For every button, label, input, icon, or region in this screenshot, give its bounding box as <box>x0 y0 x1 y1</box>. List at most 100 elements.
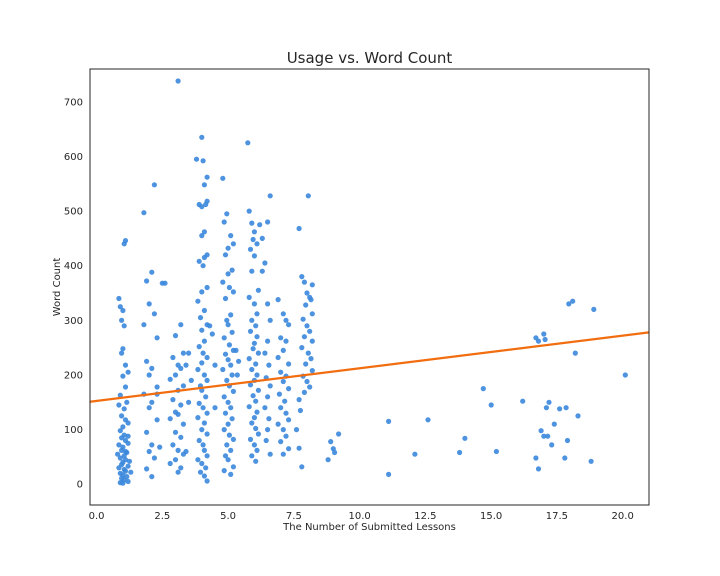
data-point <box>265 301 271 307</box>
data-point <box>286 386 292 392</box>
data-point <box>230 388 236 394</box>
data-point <box>200 350 206 356</box>
data-point <box>146 405 152 411</box>
data-point <box>267 317 273 323</box>
data-point <box>299 464 305 470</box>
data-point <box>259 268 265 274</box>
data-point <box>575 413 581 419</box>
data-point <box>199 134 205 140</box>
data-point <box>125 369 131 375</box>
data-point <box>207 323 213 329</box>
data-point <box>488 402 494 408</box>
data-point <box>309 282 315 288</box>
data-point <box>203 465 209 471</box>
data-point <box>247 246 254 252</box>
plot-frame <box>89 68 650 506</box>
data-point <box>543 405 550 411</box>
data-point <box>309 368 315 374</box>
data-point <box>250 393 256 399</box>
data-point <box>265 338 271 344</box>
data-point <box>262 350 268 356</box>
data-point <box>117 304 123 310</box>
data-point <box>266 362 272 368</box>
data-point <box>230 464 236 470</box>
data-point <box>221 219 227 225</box>
y-axis: 0 100 200 300 400 500 600 700 <box>64 97 83 490</box>
data-point <box>564 437 571 444</box>
data-point <box>116 295 122 302</box>
data-point <box>303 302 309 308</box>
data-point <box>221 394 227 400</box>
data-point <box>304 378 310 385</box>
data-point <box>570 298 576 304</box>
data-point <box>386 418 392 424</box>
data-point <box>278 405 284 411</box>
data-point <box>247 436 254 442</box>
data-point <box>119 447 125 453</box>
data-point <box>201 372 207 378</box>
data-point <box>254 334 260 340</box>
y-tick-label: 500 <box>64 207 83 218</box>
data-point <box>307 328 313 334</box>
data-point <box>204 453 210 459</box>
data-point <box>149 269 155 275</box>
data-point <box>265 219 271 225</box>
data-point <box>255 287 261 293</box>
data-point <box>301 334 307 340</box>
y-tick-label: 200 <box>64 370 83 381</box>
data-point <box>255 387 261 393</box>
data-point <box>119 317 125 323</box>
data-point <box>146 372 152 378</box>
data-point <box>209 331 215 337</box>
data-point <box>154 335 160 341</box>
data-point <box>247 382 254 388</box>
data-point <box>280 427 286 433</box>
data-point <box>307 384 313 390</box>
data-point <box>149 474 155 480</box>
data-point <box>234 372 240 378</box>
data-point <box>122 468 129 474</box>
data-point <box>246 208 252 214</box>
data-point <box>121 323 127 329</box>
data-point <box>309 311 315 317</box>
data-point <box>563 405 569 411</box>
data-point <box>125 420 131 426</box>
data-point <box>141 210 147 216</box>
data-point <box>117 455 123 461</box>
y-tick-label: 600 <box>64 152 83 163</box>
data-point <box>520 398 526 404</box>
data-point <box>300 316 306 322</box>
x-axis: 0.0 2.5 5.0 7.5 10.0 12.5 15.0 17.5 20.0 <box>89 511 634 522</box>
data-point <box>144 429 150 435</box>
data-point <box>462 435 468 441</box>
data-point <box>204 410 210 416</box>
data-point <box>175 78 181 84</box>
data-point <box>172 333 179 339</box>
x-tick-label: 12.5 <box>414 511 436 522</box>
data-point <box>167 460 173 467</box>
data-point <box>325 457 331 463</box>
data-point <box>541 331 547 337</box>
data-point <box>283 433 289 439</box>
data-point <box>204 431 210 437</box>
data-point <box>549 442 555 448</box>
data-point <box>254 447 260 453</box>
data-point <box>304 323 310 329</box>
data-point <box>121 406 127 412</box>
data-point <box>229 416 235 422</box>
data-point <box>276 391 282 397</box>
x-tick-label: 10.0 <box>349 511 371 522</box>
data-point <box>226 284 232 291</box>
data-point <box>172 372 179 378</box>
data-point <box>221 468 227 474</box>
data-point <box>283 338 289 344</box>
data-point <box>546 399 552 405</box>
data-point <box>212 405 218 411</box>
data-point <box>195 366 201 373</box>
data-point <box>229 267 235 273</box>
data-point <box>229 372 235 378</box>
data-point <box>386 471 392 477</box>
data-point <box>275 421 281 427</box>
data-point <box>425 417 431 423</box>
data-point <box>224 377 230 383</box>
